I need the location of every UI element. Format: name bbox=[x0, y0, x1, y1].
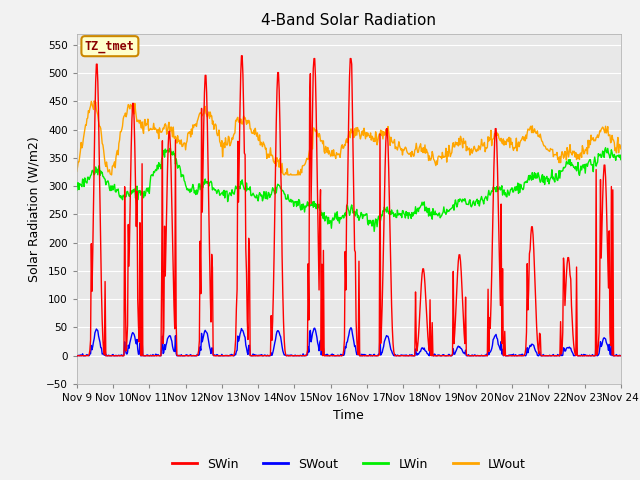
SWin bbox=[73, 353, 81, 359]
SWin bbox=[617, 353, 625, 359]
SWout bbox=[614, 353, 621, 359]
X-axis label: Time: Time bbox=[333, 408, 364, 421]
LWout bbox=[395, 139, 403, 144]
LWin bbox=[313, 202, 321, 207]
Y-axis label: Solar Radiation (W/m2): Solar Radiation (W/m2) bbox=[28, 136, 40, 282]
LWout bbox=[90, 98, 98, 104]
LWin bbox=[481, 195, 489, 201]
Line: SWin: SWin bbox=[77, 56, 621, 356]
LWout bbox=[615, 150, 623, 156]
LWin bbox=[371, 228, 378, 234]
SWout bbox=[460, 350, 468, 356]
SWin bbox=[614, 353, 621, 359]
SWin bbox=[394, 353, 402, 359]
LWin bbox=[460, 198, 468, 204]
SWout bbox=[617, 353, 625, 359]
LWin bbox=[157, 166, 164, 172]
LWin bbox=[615, 152, 623, 158]
SWout bbox=[73, 353, 81, 359]
Text: TZ_tmet: TZ_tmet bbox=[85, 40, 135, 53]
SWout bbox=[313, 335, 321, 340]
LWin bbox=[602, 145, 609, 151]
SWin bbox=[460, 331, 468, 336]
Line: LWout: LWout bbox=[77, 101, 621, 175]
LWout bbox=[314, 134, 322, 140]
SWin bbox=[238, 53, 246, 59]
SWin bbox=[157, 353, 164, 359]
SWout bbox=[347, 325, 355, 331]
LWout bbox=[108, 172, 115, 178]
LWout bbox=[482, 145, 490, 151]
Line: LWin: LWin bbox=[77, 148, 621, 231]
LWin bbox=[394, 212, 402, 218]
SWout bbox=[481, 352, 489, 358]
Title: 4-Band Solar Radiation: 4-Band Solar Radiation bbox=[261, 13, 436, 28]
LWin bbox=[617, 157, 625, 163]
Legend: SWin, SWout, LWin, LWout: SWin, SWout, LWin, LWout bbox=[167, 453, 531, 476]
LWout bbox=[617, 146, 625, 152]
SWin bbox=[481, 353, 489, 359]
SWout bbox=[394, 353, 402, 359]
LWin bbox=[73, 187, 81, 193]
SWin bbox=[314, 201, 321, 206]
LWout bbox=[73, 168, 81, 174]
LWout bbox=[159, 128, 166, 133]
Line: SWout: SWout bbox=[77, 328, 621, 356]
LWout bbox=[461, 140, 468, 145]
SWout bbox=[157, 353, 164, 359]
